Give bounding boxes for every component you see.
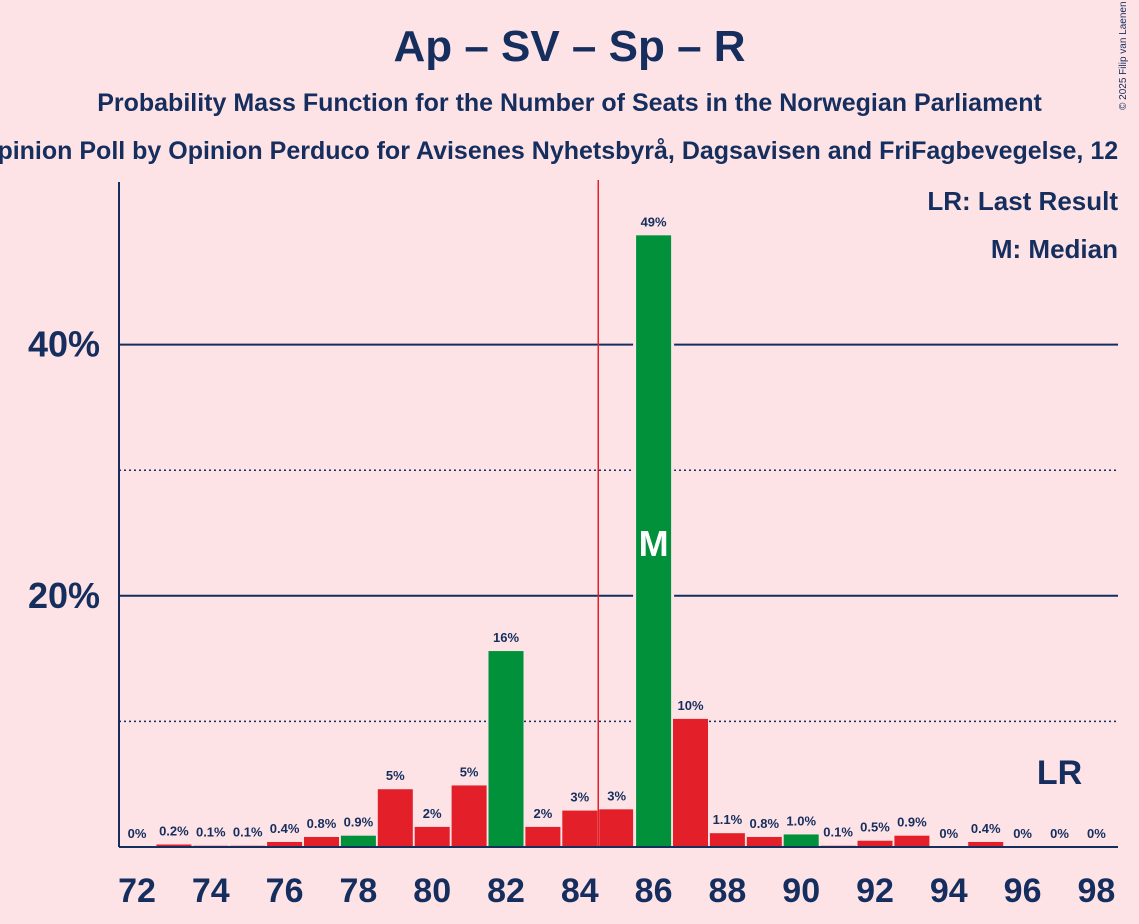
value-label-84: 3% xyxy=(570,790,589,805)
value-label-79: 5% xyxy=(386,768,405,783)
bar-88 xyxy=(709,833,745,847)
value-label-96: 0% xyxy=(1013,826,1032,841)
value-label-88: 1.1% xyxy=(713,812,743,827)
bar-81 xyxy=(451,785,487,847)
poll-source: Opinion Poll by Opinion Perduco for Avis… xyxy=(0,137,1119,165)
value-label-83: 2% xyxy=(534,806,553,821)
legend-last-result: LR: Last Result xyxy=(927,186,1118,216)
value-label-80: 2% xyxy=(423,806,442,821)
value-label-74: 0.1% xyxy=(196,825,226,840)
bar-89 xyxy=(746,836,782,847)
value-label-87: 10% xyxy=(677,698,703,713)
value-label-75: 0.1% xyxy=(233,825,263,840)
x-tick-label: 74 xyxy=(192,872,230,910)
value-label-82: 16% xyxy=(493,630,519,645)
value-label-81: 5% xyxy=(460,764,479,779)
bar-87 xyxy=(673,718,708,847)
value-label-97: 0% xyxy=(1050,826,1069,841)
last-result-marker: LR xyxy=(1037,754,1082,792)
x-tick-label: 88 xyxy=(708,872,746,910)
bar-79 xyxy=(377,789,413,847)
value-label-93: 0.9% xyxy=(897,815,927,830)
value-label-78: 0.9% xyxy=(344,815,374,830)
bar-76 xyxy=(267,841,303,847)
bar-95 xyxy=(968,841,1004,847)
x-tick-label: 96 xyxy=(1004,872,1042,910)
chart-subtitle: Probability Mass Function for the Number… xyxy=(97,89,1042,117)
x-tick-label: 98 xyxy=(1077,872,1115,910)
value-label-89: 0.8% xyxy=(749,816,779,831)
x-tick-label: 86 xyxy=(635,872,673,910)
y-tick-label: 20% xyxy=(28,575,100,616)
bar-80 xyxy=(414,826,450,847)
bar-73 xyxy=(156,844,192,847)
bar-84 xyxy=(562,810,598,847)
bars xyxy=(156,235,1004,847)
value-label-95: 0.4% xyxy=(971,821,1001,836)
x-tick-label: 80 xyxy=(413,872,451,910)
bar-90 xyxy=(783,834,819,847)
axes: 20% 40% 72 74 76 78 80 82 84 86 88 90 92 94 96 98 xyxy=(28,182,1118,910)
value-labels: 0% 0.2% 0.1% 0.1% 0.4% 0.8% 0.9% 5% 2% 5% 16% 2% 3% 3… xyxy=(128,214,1107,841)
chart-title: Ap – SV – Sp – R xyxy=(393,22,746,71)
legend-median: M: Median xyxy=(991,234,1118,264)
value-label-90: 1.0% xyxy=(786,813,816,828)
y-tick-label: 40% xyxy=(28,324,100,365)
value-label-72: 0% xyxy=(128,826,147,841)
bar-86 xyxy=(636,235,672,847)
value-label-91: 0.1% xyxy=(823,825,853,840)
x-tick-label: 92 xyxy=(856,872,894,910)
value-label-86: 49% xyxy=(641,214,667,229)
value-label-85: 3% xyxy=(607,788,626,803)
x-tick-label: 76 xyxy=(266,872,304,910)
value-label-76: 0.4% xyxy=(270,821,300,836)
x-tick-label: 90 xyxy=(782,872,820,910)
bar-93 xyxy=(894,835,930,847)
bar-83 xyxy=(525,826,561,847)
x-tick-label: 78 xyxy=(339,872,377,910)
x-tick-label: 72 xyxy=(118,872,156,910)
bar-85 xyxy=(599,809,635,847)
bar-77 xyxy=(304,836,339,847)
median-marker: M xyxy=(639,523,669,564)
value-label-77: 0.8% xyxy=(307,816,337,831)
value-label-92: 0.5% xyxy=(860,820,890,835)
x-tick-label: 82 xyxy=(487,872,525,910)
bar-82 xyxy=(488,651,524,847)
value-label-98: 0% xyxy=(1087,826,1106,841)
gridlines xyxy=(119,180,1118,847)
bar-92 xyxy=(857,840,893,847)
x-tick-label: 84 xyxy=(561,872,599,910)
value-label-73: 0.2% xyxy=(159,823,189,838)
bar-78 xyxy=(340,835,376,847)
value-label-94: 0% xyxy=(939,826,958,841)
x-tick-label: 94 xyxy=(930,872,968,910)
